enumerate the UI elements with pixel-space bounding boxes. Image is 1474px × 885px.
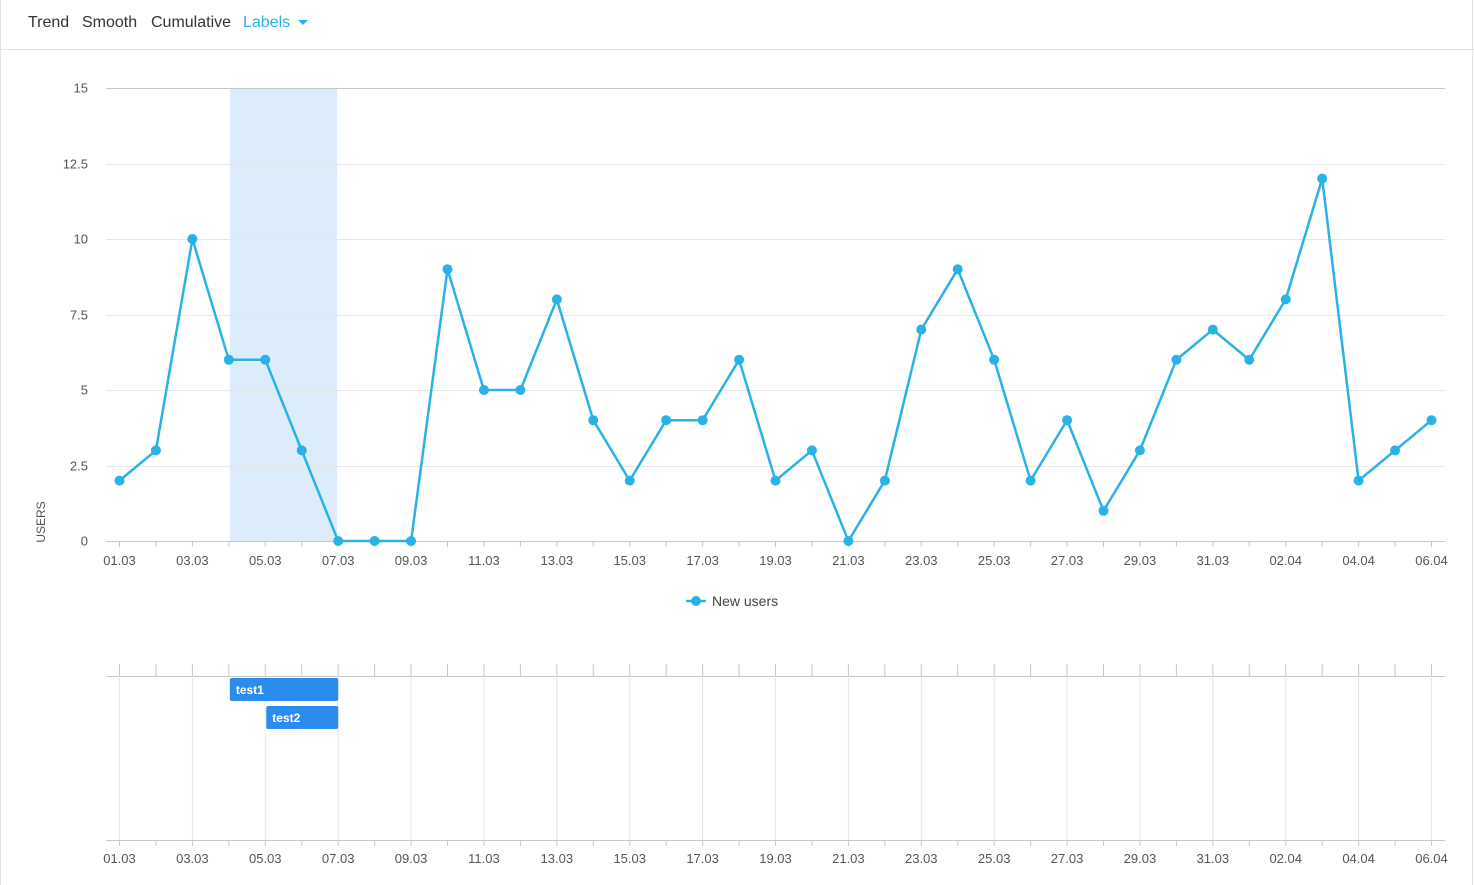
x-tick-label: 01.03 <box>103 553 136 568</box>
data-point <box>1207 324 1218 335</box>
data-point <box>661 415 672 426</box>
timeline-x-tick-label: 21.03 <box>832 851 865 866</box>
y-tick-label: 0 <box>81 534 88 549</box>
labels-dropdown[interactable]: Labels <box>243 14 309 32</box>
timeline-x-tick-label: 15.03 <box>613 851 646 866</box>
data-point <box>478 385 489 395</box>
data-point <box>697 415 708 426</box>
x-tick-label: 31.03 <box>1197 553 1230 568</box>
data-point <box>588 415 599 426</box>
data-point <box>1426 415 1437 426</box>
x-tick-label: 06.04 <box>1415 553 1448 568</box>
timeline-x-tick-label: 25.03 <box>978 851 1011 866</box>
timeline-x-tick-label: 13.03 <box>541 851 574 866</box>
legend-marker <box>691 596 701 606</box>
data-point <box>1098 505 1109 516</box>
data-point <box>150 445 161 456</box>
data-point <box>1353 475 1364 486</box>
data-point <box>114 475 125 486</box>
y-tick-label: 12.5 <box>63 157 88 172</box>
x-tick-label: 19.03 <box>759 553 792 568</box>
labels-dropdown-label: Labels <box>243 14 291 31</box>
y-tick-label: 10 <box>74 232 88 247</box>
timeline-x-tick-label: 17.03 <box>686 851 719 866</box>
data-point <box>1317 173 1328 184</box>
x-tick-label: 03.03 <box>176 553 209 568</box>
timeline-x-tick-label: 23.03 <box>905 851 938 866</box>
data-point <box>806 445 817 456</box>
highlight-band <box>229 88 338 541</box>
timeline-x-tick-label: 31.03 <box>1197 851 1230 866</box>
cumulative-toggle[interactable]: Cumulative <box>151 14 232 31</box>
data-point <box>369 536 380 546</box>
x-tick-label: 09.03 <box>395 553 428 568</box>
data-point <box>406 536 417 546</box>
data-point <box>260 354 271 365</box>
timeline-x-tick-label: 09.03 <box>395 851 428 866</box>
x-tick-label: 27.03 <box>1051 553 1084 568</box>
y-tick-label: 15 <box>74 81 88 96</box>
timeline-x-tick-label: 04.04 <box>1342 851 1375 866</box>
timeline-x-tick-label: 06.04 <box>1415 851 1448 866</box>
data-point <box>989 354 1000 365</box>
data-point <box>1062 415 1073 426</box>
data-point <box>916 324 927 335</box>
x-tick-label: 02.04 <box>1269 553 1302 568</box>
data-point <box>187 234 198 244</box>
x-tick-label: 05.03 <box>249 553 282 568</box>
timeline-x-tick-label: 11.03 <box>468 851 500 866</box>
x-tick-label: 13.03 <box>541 553 574 568</box>
x-tick-label: 29.03 <box>1124 553 1157 568</box>
chevron-down-icon <box>298 20 309 26</box>
data-point <box>1280 294 1291 305</box>
timeline-x-tick-label: 27.03 <box>1051 851 1084 866</box>
data-point <box>442 264 453 275</box>
data-point <box>1025 475 1036 486</box>
x-tick-label: 21.03 <box>832 553 865 568</box>
timeline-x-tick-label: 19.03 <box>759 851 792 866</box>
label-bar-text: test2 <box>272 711 300 725</box>
x-tick-label: 17.03 <box>686 553 719 568</box>
data-point <box>843 536 854 546</box>
x-tick-label: 07.03 <box>322 553 355 568</box>
data-point <box>770 475 781 486</box>
label-bar-text: test1 <box>236 683 264 697</box>
data-point <box>551 294 562 305</box>
y-tick-label: 5 <box>81 383 88 398</box>
trend-toggle[interactable]: Trend <box>28 14 70 31</box>
data-point <box>879 475 890 486</box>
data-point <box>624 475 635 486</box>
timeline-x-tick-label: 03.03 <box>176 851 209 866</box>
toolbar: Trend Smooth Cumulative Labels <box>0 0 1474 50</box>
data-point <box>952 264 963 275</box>
label-bar <box>266 706 339 729</box>
x-tick-label: 15.03 <box>613 553 646 568</box>
x-tick-label: 04.04 <box>1342 553 1375 568</box>
timeline-x-tick-label: 07.03 <box>322 851 355 866</box>
timeline-x-tick-label: 29.03 <box>1124 851 1157 866</box>
smooth-toggle[interactable]: Smooth <box>82 14 138 31</box>
data-point <box>296 445 307 456</box>
timeline-x-tick-label: 02.04 <box>1269 851 1302 866</box>
data-point <box>223 354 234 365</box>
y-axis-label: USERS <box>34 501 48 542</box>
timeline-x-tick-label: 05.03 <box>249 851 282 866</box>
y-tick-label: 2.5 <box>70 459 88 474</box>
label-bar <box>229 678 339 701</box>
legend-label: New users <box>712 593 778 609</box>
timeline-x-tick-label: 01.03 <box>103 851 136 866</box>
data-point <box>1134 445 1145 456</box>
x-tick-label: 25.03 <box>978 553 1011 568</box>
data-point <box>1171 354 1182 365</box>
data-point <box>1390 445 1401 456</box>
x-tick-label: 23.03 <box>905 553 938 568</box>
data-point <box>515 385 526 395</box>
data-point <box>333 536 344 546</box>
data-point <box>734 354 745 365</box>
data-point <box>1244 354 1255 365</box>
y-tick-label: 7.5 <box>70 308 88 323</box>
x-tick-label: 11.03 <box>468 553 500 568</box>
